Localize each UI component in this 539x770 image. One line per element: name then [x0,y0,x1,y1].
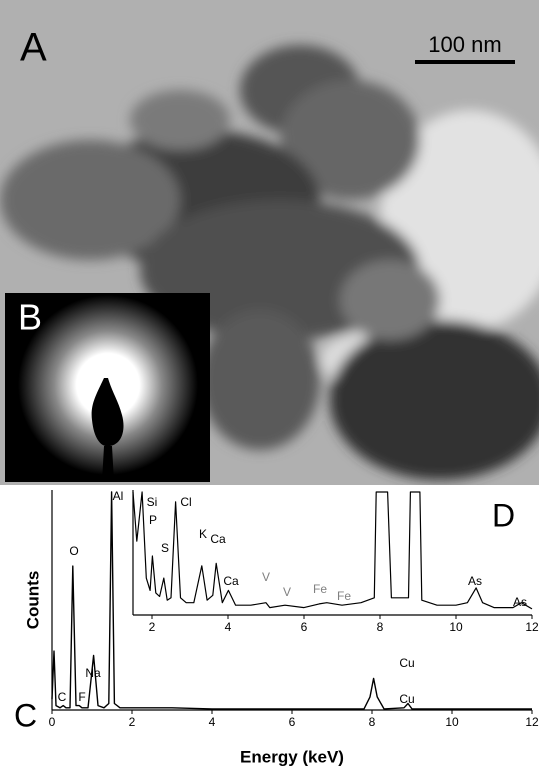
x-tick-label: 8 [377,620,384,634]
x-tick-label: 4 [209,715,216,729]
peak-label: As [513,595,527,609]
peak-label: O [69,544,78,558]
x-tick-label: 6 [301,620,308,634]
panel-label: B [18,297,42,338]
peak-label: V [262,570,270,584]
x-tick-label: 8 [369,715,376,729]
panel-label: C [14,697,37,733]
x-tick-label: 2 [149,620,156,634]
panel-label: A [20,26,47,70]
peak-label: Ca [223,574,239,588]
peak-label: Fe [337,589,351,603]
x-tick-label: 6 [289,715,296,729]
x-tick-label: 2 [129,715,136,729]
y-axis-title: Counts [23,571,42,630]
scale-bar-label: 100 nm [428,32,501,57]
peak-label: P [149,513,157,527]
peak-label: Na [85,666,101,680]
x-tick-label: 4 [225,620,232,634]
peak-label: Cu [399,656,414,670]
peak-label: Fe [313,582,327,596]
peak-label: S [161,541,169,555]
panel-label: D [492,497,515,533]
x-tick-label: 10 [445,715,459,729]
peak-label: V [283,585,291,599]
beam-stop [91,378,124,482]
peak-label: F [78,690,85,704]
peak-label: Ca [210,532,226,546]
x-tick-label: 0 [49,715,56,729]
spectrum-line [132,491,533,610]
peak-label: As [468,574,482,588]
spectrum-bg [0,485,539,770]
x-axis-title: Energy (keV) [240,747,344,766]
peak-label: C [58,690,67,704]
peak-label: Cl [180,495,191,509]
peak-label: Al [113,489,124,503]
tem-image [0,0,539,485]
peak-label: Si [147,495,158,509]
x-tick-label: 12 [525,620,539,634]
x-tick-label: 10 [449,620,463,634]
peak-label: K [199,527,207,541]
peak-label: Cu [399,692,414,706]
spectrum-line [51,491,532,710]
x-tick-label: 12 [525,715,539,729]
